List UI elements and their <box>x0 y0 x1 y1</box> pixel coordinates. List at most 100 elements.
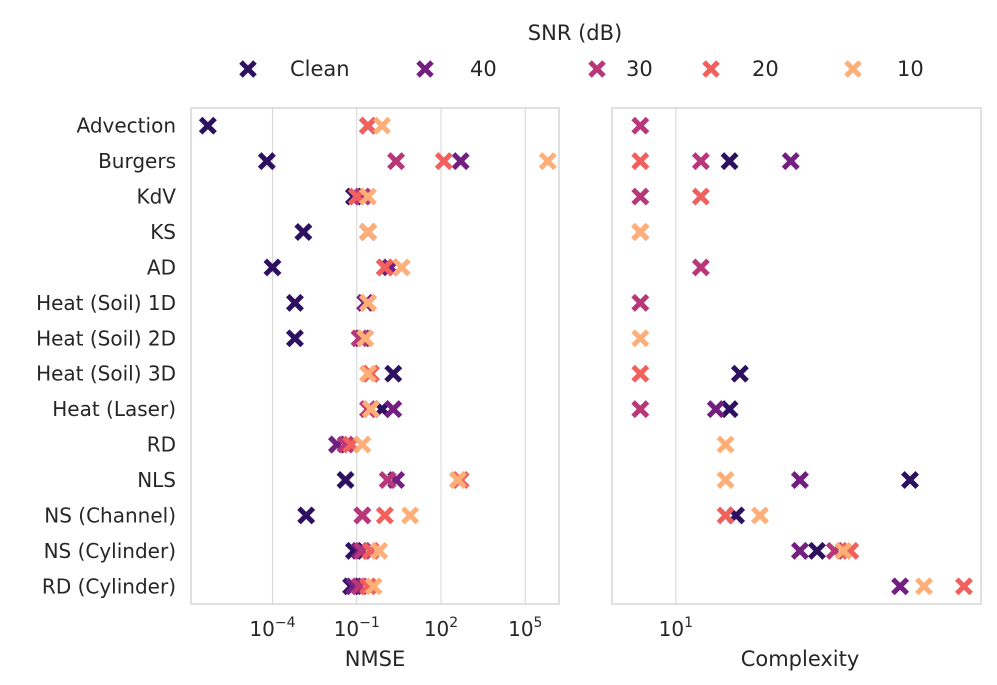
category-label: Heat (Soil) 2D <box>36 326 176 350</box>
nmse-point-10 <box>364 577 383 596</box>
nmse-point-20 <box>359 116 377 135</box>
nmse-point-10 <box>359 223 377 241</box>
nmse-x-axis-label: NMSE <box>345 647 405 671</box>
complexity-point-40 <box>891 577 910 596</box>
complexity-point-10 <box>751 506 769 525</box>
nmse-point-clean <box>384 364 403 383</box>
nmse-tick-label: 10−4 <box>249 615 295 641</box>
category-label: NS (Cylinder) <box>44 539 176 563</box>
legend-marker-10 <box>844 60 862 78</box>
legend-label-20: 20 <box>752 57 779 81</box>
complexity-point-20 <box>716 506 735 525</box>
nmse-point-30 <box>353 187 372 206</box>
nmse-point-10 <box>359 187 377 206</box>
nmse-point-10 <box>361 400 380 419</box>
category-label: Heat (Soil) 1D <box>36 291 176 315</box>
complexity-point-clean <box>730 364 749 383</box>
nmse-point-clean <box>257 152 276 171</box>
complexity-point-30 <box>691 152 710 171</box>
nmse-point-40 <box>344 577 363 596</box>
complexity-point-10 <box>716 471 735 489</box>
legend-label-40: 40 <box>470 57 497 81</box>
nmse-point-20 <box>375 506 394 525</box>
nmse-point-clean <box>263 258 282 277</box>
legend-marker-20 <box>702 60 720 78</box>
legend-title: SNR (dB) <box>528 21 622 45</box>
nmse-point-10 <box>392 258 411 277</box>
nmse-point-10 <box>448 471 467 489</box>
nmse-point-10 <box>356 329 375 348</box>
legend-marker-30 <box>588 60 606 78</box>
category-label: KS <box>150 220 176 244</box>
nmse-point-10 <box>401 506 420 525</box>
category-label: NS (Channel) <box>44 503 176 527</box>
complexity-point-20 <box>691 187 710 206</box>
complexity-point-40 <box>781 152 800 171</box>
nmse-point-30 <box>336 435 355 454</box>
category-label: NLS <box>137 468 176 492</box>
category-label: Heat (Soil) 3D <box>36 362 176 386</box>
nmse-point-clean <box>285 293 304 312</box>
complexity-point-20 <box>631 364 650 383</box>
nmse-point-30 <box>387 152 406 171</box>
nmse-point-10 <box>359 293 377 312</box>
complexity-point-clean <box>720 400 739 419</box>
complexity-point-10 <box>631 329 650 348</box>
nmse-point-clean <box>285 329 304 348</box>
nmse-point-10 <box>359 364 377 383</box>
nmse-point-10 <box>370 541 389 560</box>
nmse-tick-label: 10−1 <box>334 615 380 641</box>
nmse-point-30 <box>350 329 369 348</box>
legend-marker-clean <box>239 60 257 78</box>
nmse-point-clean <box>297 506 316 525</box>
complexity-point-clean <box>901 471 920 489</box>
category-label: Advection <box>77 114 176 138</box>
complexity-point-20 <box>954 577 973 596</box>
category-label: RD <box>147 433 176 457</box>
complexity-point-30 <box>631 116 650 135</box>
nmse-point-10 <box>538 152 557 171</box>
category-label: RD (Cylinder) <box>42 574 176 598</box>
nmse-point-clean <box>198 116 217 135</box>
nmse-tick-label: 102 <box>424 615 458 641</box>
nmse-point-clean <box>336 471 355 489</box>
complexity-point-10 <box>631 223 650 241</box>
complexity-panel: 101 Complexity <box>611 107 982 671</box>
nmse-point-40 <box>451 152 470 171</box>
complexity-point-40 <box>790 471 809 489</box>
category-label: KdV <box>137 185 177 209</box>
complexity-point-30 <box>631 400 650 419</box>
nmse-panel: 10−4 10−1 102 105 NMSE <box>190 107 560 671</box>
complexity-tick-label: 101 <box>659 615 693 641</box>
complexity-plot-frame <box>611 107 982 605</box>
nmse-point-30 <box>353 506 372 525</box>
complexity-point-clean <box>808 541 826 560</box>
complexity-point-10 <box>915 577 933 596</box>
nmse-point-10 <box>353 435 372 454</box>
complexity-point-10 <box>834 541 853 560</box>
category-label: Burgers <box>98 149 176 173</box>
category-label: Heat (Laser) <box>52 397 176 421</box>
legend-label-clean: Clean <box>290 57 350 81</box>
complexity-point-30 <box>631 187 650 206</box>
category-labels: Advection Burgers KdV KS AD Heat (Soil) 1D Hea… <box>36 114 176 599</box>
complexity-point-40 <box>706 400 725 419</box>
legend-label-10: 10 <box>897 57 924 81</box>
complexity-point-20 <box>631 152 650 171</box>
nmse-point-20 <box>434 152 453 171</box>
nmse-point-20 <box>359 577 377 596</box>
complexity-point-10 <box>716 435 735 454</box>
nmse-point-20 <box>375 258 394 277</box>
category-label: AD <box>147 255 176 279</box>
complexity-x-axis-label: Complexity <box>741 647 860 671</box>
nmse-point-40 <box>384 400 403 419</box>
complexity-point-40 <box>790 541 809 560</box>
legend-marker-40 <box>416 60 434 78</box>
nmse-tick-label: 105 <box>508 615 542 641</box>
nmse-point-clean <box>294 223 313 241</box>
nmse-plot-frame <box>190 107 560 605</box>
complexity-point-clean <box>720 152 739 171</box>
nmse-point-30 <box>378 471 397 489</box>
complexity-point-30 <box>631 293 650 312</box>
